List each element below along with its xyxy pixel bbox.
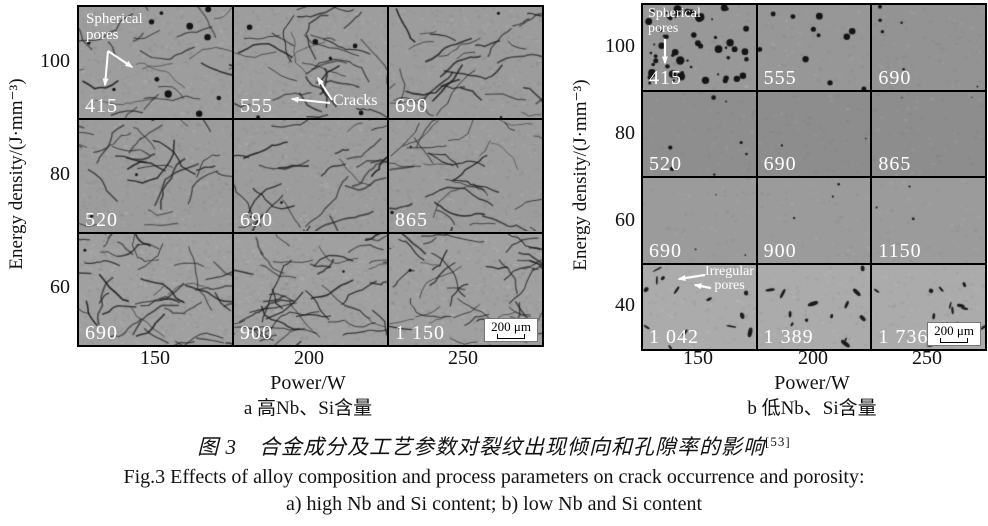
- x-axis-label-a: Power/W: [270, 372, 346, 394]
- cell-energy-label: 415: [85, 95, 118, 118]
- x-axis-label-b: Power/W: [774, 372, 850, 394]
- micrograph-cell: 520: [79, 120, 232, 232]
- micrograph-cell: 690: [757, 91, 871, 176]
- x-tick: 150: [683, 347, 713, 369]
- cell-energy-label: 1 042: [649, 326, 699, 348]
- micrograph-cell: Irregular pores 1 042: [643, 264, 756, 349]
- cell-energy-label: 690: [878, 66, 912, 89]
- cell-energy-label: 865: [878, 153, 912, 175]
- micrograph-cell: 690: [79, 233, 232, 345]
- micrograph-cell: Spherical pores 415: [79, 7, 232, 119]
- micrograph-cell: Spherical pores 415: [643, 5, 756, 90]
- y-axis-label-a: Energy density/(J·mm⁻³): [6, 78, 27, 270]
- y-axis-label-b: Energy density/(J·mm⁻³): [570, 79, 591, 271]
- micrograph-cell: 690: [643, 178, 756, 263]
- micrograph-cell: 865: [389, 120, 542, 232]
- panel-a-caption: a 高Nb、Si含量: [243, 398, 373, 419]
- cell-energy-label: 555: [240, 95, 273, 118]
- micrograph-cell: 1 736 200 μm: [872, 264, 985, 349]
- micrograph-cell: 520: [643, 91, 756, 176]
- micrograph-cell: 1 389: [757, 264, 871, 349]
- scale-bar-label: 200 μm: [934, 322, 974, 338]
- cell-energy-label: 900: [240, 322, 273, 344]
- cell-energy-label: 690: [85, 322, 118, 344]
- cell-energy-label: 520: [649, 153, 682, 175]
- figure-caption-zh: 图 3 合金成分及工艺参数对裂纹出现倾向和孔隙率的影响[53]: [0, 431, 988, 461]
- panel-b-caption: b 低Nb、Si含量: [747, 398, 877, 419]
- cell-energy-label: 1 736: [878, 326, 929, 348]
- micrograph-cell: 690: [872, 5, 985, 90]
- figure-caption-en-line1: Fig.3 Effects of alloy composition and p…: [123, 466, 865, 488]
- scale-bar: 200 μm: [927, 321, 981, 346]
- figure-caption-en-line2: a) high Nb and Si content; b) low Nb and…: [285, 493, 703, 515]
- y-tick: 60: [50, 276, 70, 298]
- figure-caption-zh-text: 图 3 合金成分及工艺参数对裂纹出现倾向和孔隙率的影响: [197, 435, 766, 459]
- micrograph-cell: 900: [757, 178, 871, 263]
- cell-energy-label: 690: [649, 239, 682, 262]
- x-tick: 200: [294, 347, 324, 369]
- cell-energy-label: 1150: [878, 239, 922, 262]
- cell-energy-label: 1 389: [763, 326, 814, 348]
- cell-energy-label: 520: [85, 208, 118, 231]
- annotation-spherical-pores: Spherical pores: [86, 11, 143, 43]
- scale-bar: 200 μm: [484, 317, 538, 342]
- scale-bar-line: [497, 334, 526, 339]
- y-tick: 80: [50, 163, 70, 185]
- cell-energy-label: 690: [763, 153, 797, 175]
- micrograph-grid-b: Spherical pores 415 555 690 520 690 865 …: [641, 3, 987, 351]
- y-tick: 60: [615, 209, 635, 231]
- scale-bar-label: 200 μm: [491, 318, 531, 334]
- y-tick: 80: [615, 122, 635, 144]
- micrograph-cell: 1150: [872, 178, 985, 263]
- micrograph-cell: 555: [757, 5, 871, 90]
- cell-energy-label: 690: [240, 208, 273, 231]
- y-tick: 100: [40, 50, 70, 72]
- x-tick: 250: [448, 347, 478, 369]
- micrograph-cell: 690: [389, 7, 542, 119]
- micrograph-cell: Cracks 555: [234, 7, 387, 119]
- cell-energy-label: 415: [649, 66, 682, 89]
- annotation-spherical-pores: Spherical pores: [648, 6, 701, 36]
- cell-energy-label: 900: [763, 239, 797, 262]
- x-tick: 150: [140, 347, 170, 369]
- y-tick: 100: [605, 35, 635, 57]
- micrograph-cell: 900: [234, 233, 387, 345]
- y-tick: 40: [615, 294, 635, 316]
- x-tick: 250: [912, 347, 942, 369]
- x-tick: 200: [798, 347, 828, 369]
- cell-energy-label: 865: [395, 208, 428, 231]
- cell-energy-label: 555: [763, 66, 797, 89]
- micrograph-grid-a: Spherical pores 415 Cracks 555 690 520 6…: [77, 5, 544, 347]
- annotation-cracks: Cracks: [333, 92, 378, 109]
- micrograph-cell: 865: [872, 91, 985, 176]
- cell-energy-label: 690: [395, 95, 428, 118]
- figure-caption-reference: [53]: [765, 434, 791, 449]
- micrograph-cell: 1 150 200 μm: [389, 233, 542, 345]
- cell-energy-label: 1 150: [395, 322, 445, 344]
- scale-bar-line: [940, 338, 969, 343]
- micrograph-cell: 690: [234, 120, 387, 232]
- annotation-irregular-pores: Irregular pores: [705, 264, 754, 294]
